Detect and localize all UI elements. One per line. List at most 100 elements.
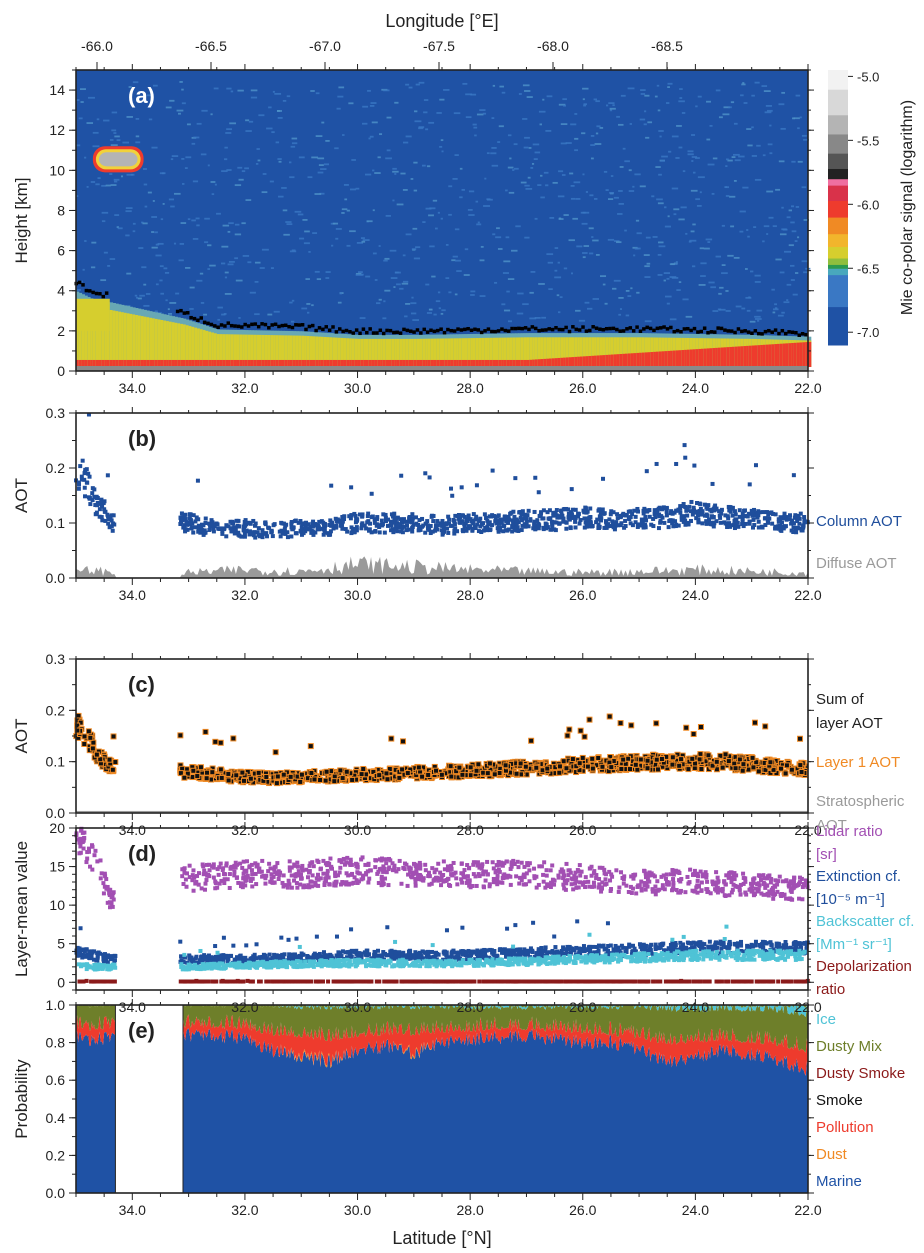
- column-aot-point: [203, 521, 208, 526]
- layer-top-marker: [84, 288, 89, 293]
- column-aot-point: [251, 518, 256, 523]
- column-aot-point: [601, 476, 606, 481]
- column-aot-point: [410, 520, 415, 525]
- colorbar-segment: [828, 258, 848, 265]
- layer-mean-point-0: [451, 860, 456, 865]
- layer-mean-point-0: [502, 861, 507, 866]
- heatmap-layer-cell: [396, 338, 401, 367]
- heatmap-noise-cell: [321, 121, 325, 124]
- heatmap-noise-cell: [503, 260, 511, 263]
- heatmap-layer-cell: [720, 347, 725, 367]
- heatmap-noise-cell: [657, 202, 664, 205]
- heatmap-layer-cell: [715, 347, 719, 367]
- heatmap-noise-cell: [790, 205, 795, 208]
- heatmap-layer-cell: [180, 359, 184, 367]
- column-aot-point: [372, 517, 377, 522]
- layer-top-marker: [304, 327, 308, 332]
- column-aot-point: [380, 521, 385, 526]
- layer-mean-point-0: [410, 875, 415, 880]
- heatmap-noise-cell: [740, 94, 744, 97]
- heatmap-layer-cell: [318, 359, 322, 367]
- layer-aot-point: [212, 738, 219, 745]
- layer-mean-point-0: [233, 860, 238, 865]
- layer-mean-point-0: [224, 861, 229, 866]
- column-aot-point: [507, 517, 512, 522]
- heatmap-layer-cell: [456, 338, 460, 367]
- heatmap-layer-cell: [354, 359, 359, 367]
- heatmap-noise-cell: [245, 119, 250, 122]
- heatmap-noise-cell: [558, 170, 564, 173]
- column-aot-point: [571, 515, 576, 520]
- column-aot-point: [679, 517, 684, 522]
- layer-mean-point-0: [418, 863, 423, 868]
- layer-aot-point: [89, 745, 96, 752]
- heatmap-noise-cell: [173, 242, 177, 245]
- heatmap-noise-cell: [184, 167, 188, 169]
- heatmap-noise-cell: [541, 316, 546, 319]
- layer-aot-point: [669, 761, 676, 768]
- heatmap-noise-cell: [109, 173, 113, 175]
- heatmap-layer-cell: [275, 335, 280, 367]
- column-aot-point: [93, 503, 98, 508]
- layer-aot-point: [697, 751, 704, 758]
- heatmap-noise-cell: [135, 141, 141, 144]
- layer-mean-point-0: [263, 881, 268, 886]
- column-aot-point: [82, 477, 87, 482]
- column-aot-point: [410, 512, 415, 517]
- heatmap-layer-cell: [627, 337, 632, 367]
- heatmap-noise-cell: [507, 278, 515, 280]
- layer-mean-point-0: [191, 868, 196, 873]
- layer-mean-point-0: [104, 877, 109, 882]
- layer-aot-point: [177, 770, 184, 777]
- column-aot-point: [360, 514, 365, 519]
- heatmap-noise-cell: [754, 318, 762, 320]
- heatmap-layer-cell: [135, 359, 139, 367]
- column-aot-point: [79, 474, 84, 479]
- layer-aot-point: [386, 766, 393, 773]
- heatmap-noise-cell: [560, 123, 568, 126]
- heatmap-noise-cell: [775, 258, 782, 261]
- heatmap-noise-cell: [374, 172, 381, 174]
- heatmap-noise-cell: [780, 127, 786, 130]
- heatmap-layer-cell: [385, 359, 390, 367]
- heatmap-noise-cell: [213, 87, 219, 90]
- heatmap-layer-cell: [641, 337, 646, 367]
- heatmap-layer-cell: [540, 359, 544, 367]
- heatmap-noise-cell: [657, 274, 663, 276]
- heatmap-noise-cell: [657, 109, 661, 112]
- column-aot-point: [676, 523, 681, 528]
- layer-top-marker: [179, 308, 183, 313]
- heatmap-layer-cell: [112, 310, 116, 367]
- heatmap-noise-cell: [570, 272, 574, 275]
- heatmap-noise-cell: [311, 304, 314, 307]
- layer-mean-point-0: [784, 896, 789, 901]
- heatmap-noise-cell: [546, 253, 554, 256]
- heatmap-noise-cell: [563, 214, 569, 216]
- heatmap-noise-cell: [268, 106, 272, 109]
- heatmap-noise-cell: [575, 309, 581, 312]
- column-aot-point: [88, 502, 93, 507]
- heatmap-layer-cell: [250, 359, 254, 367]
- layer-top-marker: [209, 322, 214, 327]
- layer-mean-point-0: [499, 860, 504, 865]
- heatmap-layer-cell: [351, 359, 356, 367]
- heatmap-noise-cell: [299, 237, 305, 240]
- heatmap-noise-cell: [624, 229, 627, 232]
- heatmap-noise-cell: [515, 225, 521, 228]
- layer-mean-point-0: [240, 865, 245, 870]
- column-aot-point: [596, 522, 601, 527]
- heatmap-noise-cell: [412, 227, 418, 230]
- heatmap-noise-cell: [101, 211, 109, 214]
- heatmap-noise-cell: [339, 292, 342, 295]
- column-aot-point: [80, 458, 85, 463]
- heatmap-noise-cell: [619, 308, 623, 310]
- heatmap-noise-cell: [573, 181, 581, 184]
- column-aot-point: [535, 518, 540, 523]
- column-aot-point: [281, 521, 286, 526]
- column-aot-point: [561, 516, 566, 521]
- heatmap-layer-cell: [146, 359, 150, 367]
- heatmap-noise-cell: [399, 287, 404, 290]
- layer-top-marker: [199, 316, 204, 320]
- layer-mean-point-0: [544, 873, 549, 878]
- layer-aot-point: [85, 728, 92, 735]
